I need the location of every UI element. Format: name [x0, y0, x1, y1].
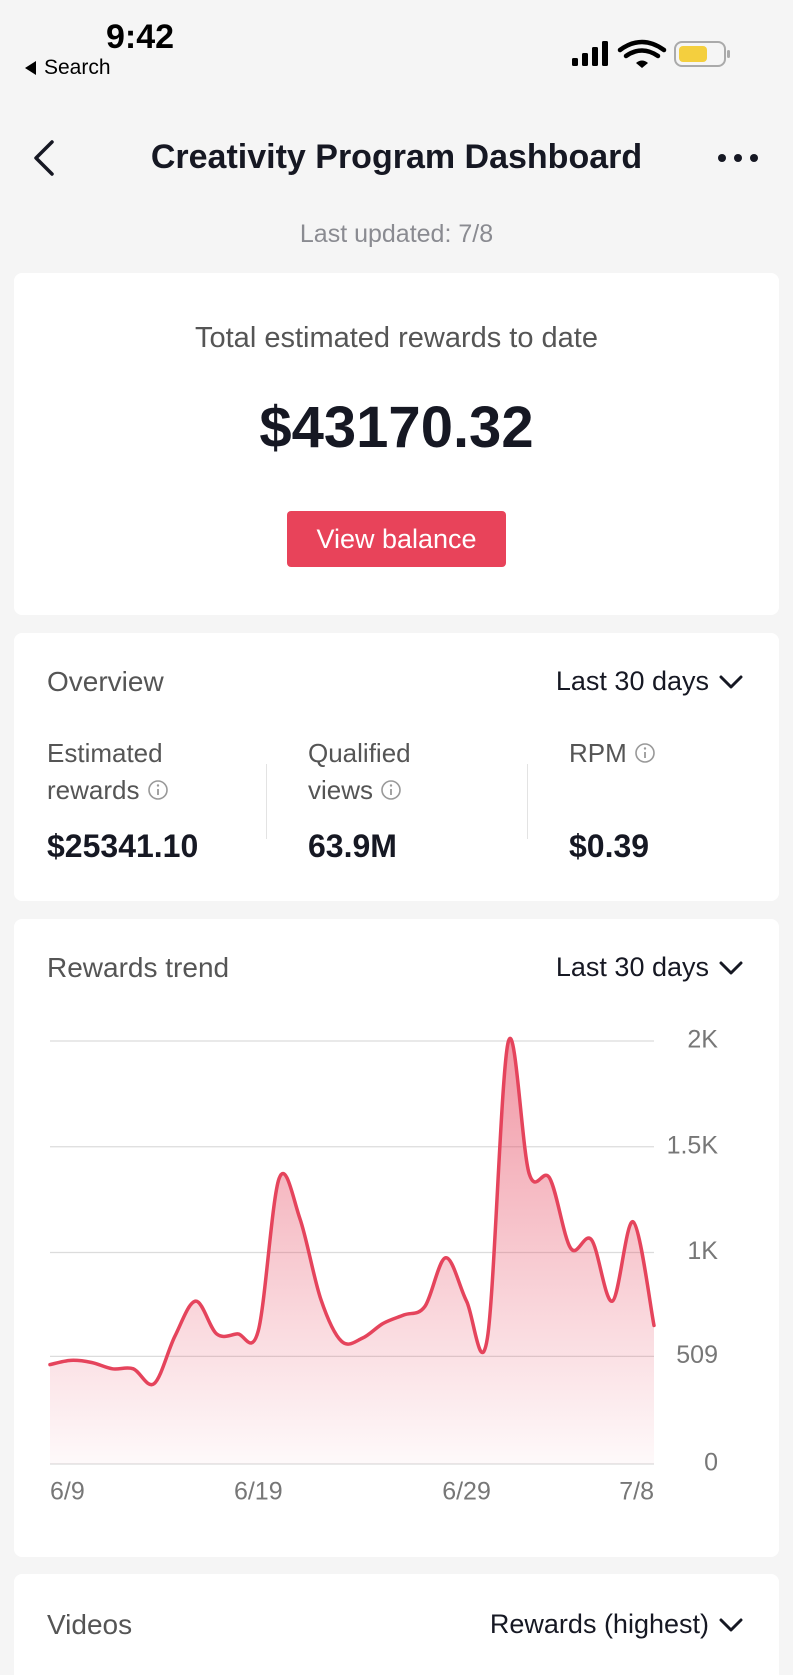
metric-divider [527, 764, 528, 839]
metric-label: Estimated rewards [47, 735, 197, 809]
overview-card [14, 633, 779, 901]
chevron-down [719, 675, 743, 688]
metric-label-text: Estimated rewards [47, 738, 163, 805]
info-icon[interactable] [634, 742, 656, 764]
metric-value: $25341.10 [47, 828, 199, 864]
y-tick-label: 1K [687, 1237, 718, 1265]
y-tick-label: 0 [704, 1449, 718, 1477]
back-label: Search [44, 56, 111, 79]
metric-label-text: RPM [569, 738, 627, 768]
videos-title: Videos [47, 1609, 133, 1640]
last-updated: Last updated: 7/8 [299, 220, 494, 248]
overview-period-dropdown[interactable]: Last 30 days [556, 666, 743, 697]
chart-title: Rewards trend [47, 952, 230, 983]
videos-sort-dropdown[interactable]: Rewards (highest) [490, 1609, 743, 1640]
metric-label-text: Qualified views [308, 738, 411, 805]
y-tick-label: 1.5K [667, 1131, 719, 1159]
info-icon[interactable] [147, 779, 169, 801]
more-button[interactable] [716, 150, 762, 166]
y-tick-label: 509 [676, 1341, 718, 1369]
back-to-app[interactable]: Search [24, 56, 111, 80]
summary-label: Total estimated rewards to date [195, 322, 598, 354]
back-triangle [25, 61, 36, 75]
overview-title: Overview [47, 666, 164, 697]
metric-value: 63.9M [308, 828, 397, 864]
x-tick-label: 6/29 [442, 1478, 491, 1506]
period-label: Last 30 days [555, 952, 709, 982]
chart: 0 509 1K 1.5K 2K 6/9 6/19 6/29 7/8 [48, 1026, 719, 1506]
chevron-down [719, 1618, 743, 1631]
button-label: View balance [316, 523, 477, 554]
x-tick-label: 6/19 [234, 1478, 283, 1506]
x-tick-label: 6/9 [50, 1478, 85, 1506]
y-tick-label: 2K [687, 1026, 718, 1054]
metric-label: RPM [569, 735, 719, 772]
metric-value: $0.39 [569, 828, 650, 864]
x-tick-label: 7/8 [619, 1478, 654, 1506]
metric-divider [266, 764, 267, 839]
status-icons [572, 39, 730, 68]
trend-period-dropdown[interactable]: Last 30 days [556, 952, 743, 983]
back-button[interactable] [30, 138, 60, 178]
sort-label: Rewards (highest) [489, 1609, 709, 1639]
trend-line [48, 1036, 656, 1387]
videos-card [14, 1574, 779, 1675]
info-icon[interactable] [380, 779, 402, 801]
page-title: Creativity Program Dashboard [150, 138, 643, 176]
summary-amount: $43170.32 [259, 395, 534, 460]
metric-label: Qualified views [308, 735, 458, 809]
chevron-down [719, 961, 743, 974]
area-fill [50, 1038, 654, 1464]
period-label: Last 30 days [555, 666, 709, 696]
view-balance-button[interactable]: View balance [287, 511, 506, 567]
status-time: 9:42 [106, 18, 175, 56]
